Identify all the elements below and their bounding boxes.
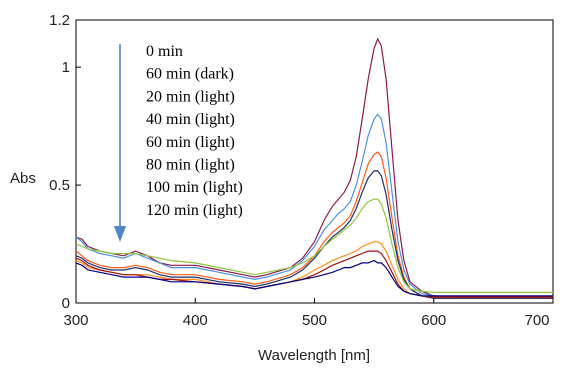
series-group bbox=[75, 37, 553, 299]
x-tick-label-1: 300 bbox=[63, 312, 88, 329]
y-tick-label-3: 1 bbox=[62, 59, 70, 76]
time-arrow-head bbox=[114, 226, 126, 242]
x-axis-label: Wavelength [nm] bbox=[258, 347, 370, 364]
y-tick-label-1: 0 bbox=[62, 295, 70, 312]
x-tick-label-4: 600 bbox=[421, 312, 446, 329]
time-arrow-annotation bbox=[114, 44, 126, 242]
legend-entry-3: 20 min (light) bbox=[146, 88, 235, 105]
series-line-4 bbox=[75, 170, 553, 299]
legend-entry-8: 120 min (light) bbox=[146, 202, 243, 219]
series-line-5 bbox=[75, 198, 553, 293]
legend: 0 min 60 min (dark) 20 min (light) 40 min (… bbox=[146, 43, 243, 219]
series-line-7 bbox=[75, 250, 553, 298]
legend-entry-4: 40 min (light) bbox=[146, 111, 235, 128]
legend-entry-2: 60 min (dark) bbox=[146, 66, 234, 83]
x-tick-label-5: 700 bbox=[524, 312, 549, 329]
y-tick-label-4: 1.2 bbox=[49, 12, 70, 29]
x-tick-label-3: 500 bbox=[302, 312, 327, 329]
x-tick-label-2: 400 bbox=[183, 312, 208, 329]
series-line-6 bbox=[75, 241, 553, 298]
series-line-8 bbox=[75, 259, 553, 297]
y-axis-label: Abs bbox=[10, 170, 36, 187]
legend-entry-5: 60 min (light) bbox=[146, 134, 235, 151]
ticks-group: 300 400 500 600 700 0 0.5 1 1.2 bbox=[49, 12, 554, 329]
series-line-2 bbox=[75, 113, 553, 298]
series-line-1 bbox=[75, 37, 553, 298]
y-tick-label-2: 0.5 bbox=[49, 177, 70, 194]
legend-entry-7: 100 min (light) bbox=[146, 179, 243, 196]
series-line-3 bbox=[75, 151, 553, 299]
legend-entry-1: 0 min bbox=[146, 43, 183, 60]
legend-entry-6: 80 min (light) bbox=[146, 157, 235, 174]
